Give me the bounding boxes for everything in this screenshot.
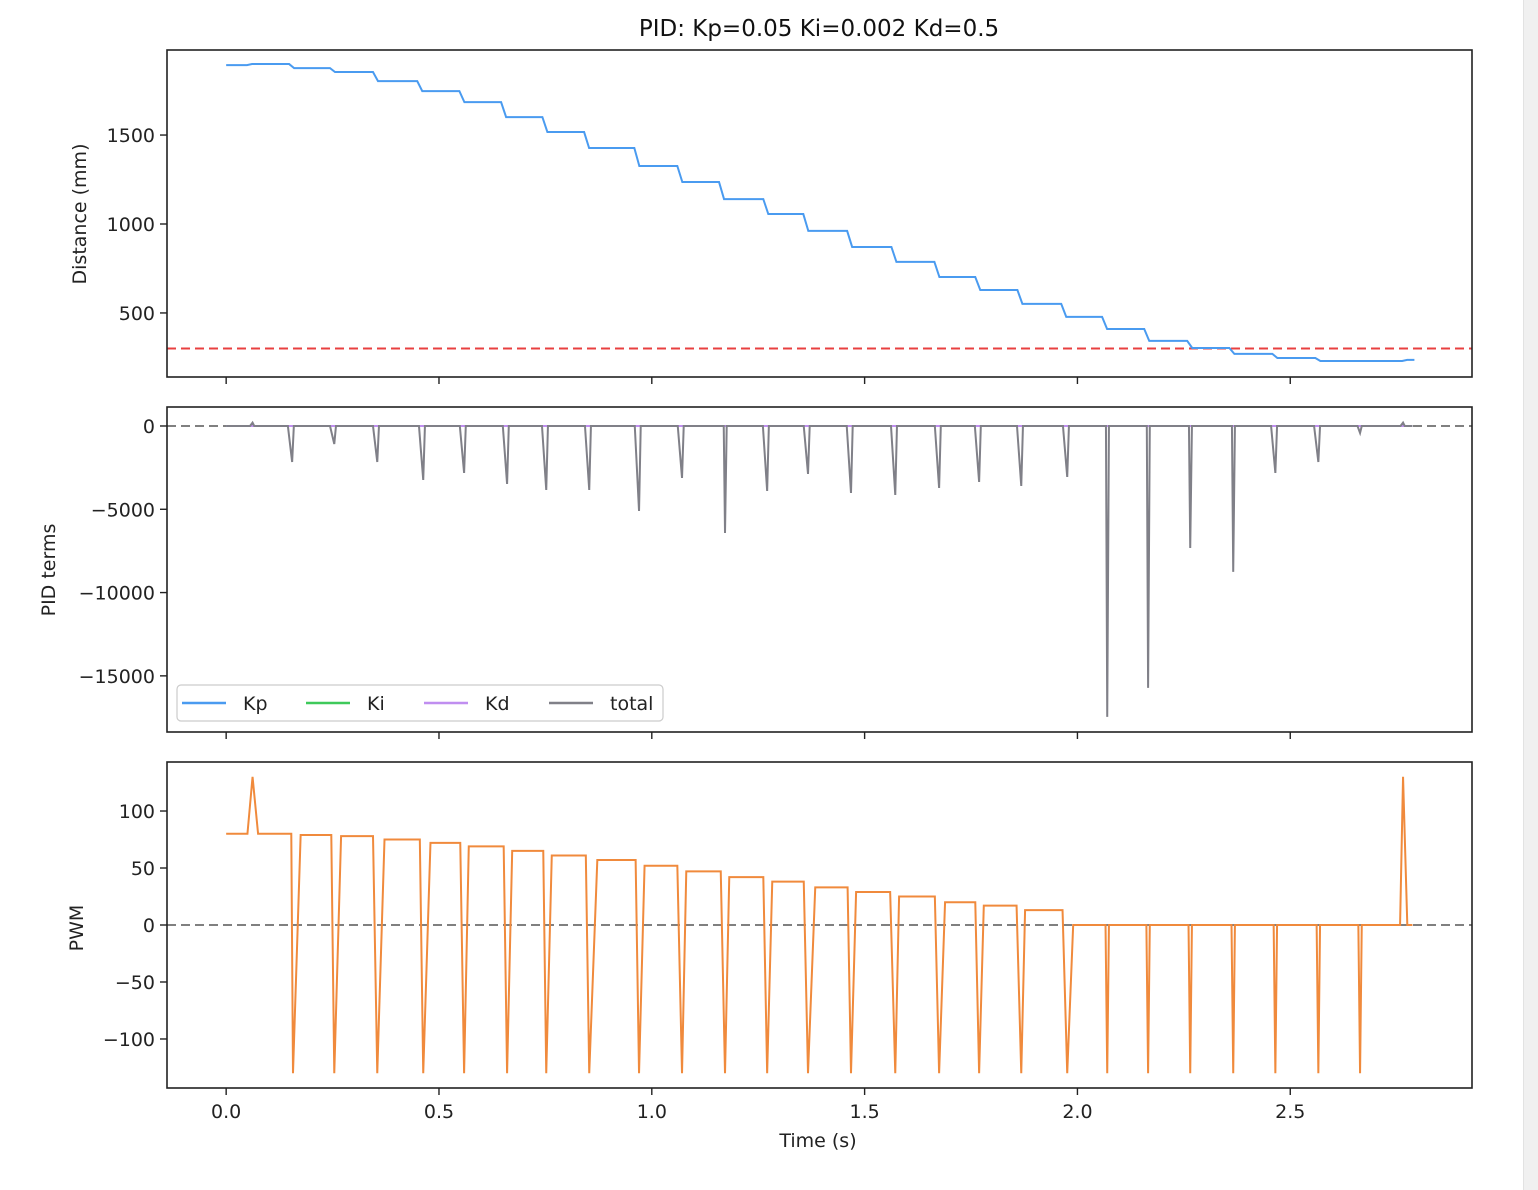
pwm-panel: 100 50 0 −50 −100 0.0 0.5 1.0 1.5 2.0 2.5	[103, 761, 1473, 1123]
distance-panel: 500 1000 1500	[107, 49, 1473, 384]
legend-frame	[176, 684, 664, 722]
axes-frame	[166, 49, 1473, 378]
y-tick-label: −15000	[79, 666, 155, 688]
plot-area	[167, 63, 1472, 362]
y-tick-label: −100	[103, 1029, 155, 1051]
x-tick-label: 0.5	[424, 1101, 454, 1123]
y-axis-label-distance: Distance (mm)	[69, 144, 91, 285]
x-tick-label: 2.5	[1275, 1101, 1305, 1123]
x-tick-label: 1.5	[850, 1101, 880, 1123]
axes-frame	[166, 406, 1473, 733]
y-tick-label: 0	[143, 416, 155, 438]
plot-area	[167, 776, 1472, 1074]
legend: Kp Ki Kd total	[176, 684, 664, 722]
plot-area	[167, 420, 1472, 717]
x-tick-label: 0.0	[211, 1101, 241, 1123]
series-line-total	[226, 420, 1413, 717]
y-tick-label: −5000	[91, 499, 155, 521]
y-tick-label: −50	[115, 972, 155, 994]
scrollbar[interactable]	[1523, 0, 1538, 1190]
x-axis-label: Time (s)	[778, 1130, 856, 1152]
legend-label-Ki: Ki	[367, 693, 385, 715]
legend-label-Kp: Kp	[243, 693, 268, 715]
y-tick-label: 1000	[107, 214, 155, 236]
y-tick-label: 100	[119, 801, 155, 823]
y-tick-label: 0	[143, 915, 155, 937]
pwm-series-line	[226, 776, 1413, 1074]
y-axis-label-pwm: PWM	[66, 905, 88, 952]
legend-label-total: total	[610, 693, 653, 715]
y-axis-label-pid: PID terms	[38, 524, 60, 617]
y-tick-label: −10000	[79, 583, 155, 605]
x-tick-label: 2.0	[1062, 1101, 1092, 1123]
pid-terms-panel: Kp Ki Kd total 0 −5000 −10000 −15000	[79, 406, 1473, 739]
y-tick-label: 1500	[107, 125, 155, 147]
x-tick-label: 1.0	[637, 1101, 667, 1123]
distance-series-line	[226, 63, 1415, 362]
legend-label-Kd: Kd	[485, 693, 510, 715]
y-tick-label: 50	[131, 858, 155, 880]
y-tick-label: 500	[119, 303, 155, 325]
chart-title: PID: Kp=0.05 Ki=0.002 Kd=0.5	[639, 16, 999, 42]
